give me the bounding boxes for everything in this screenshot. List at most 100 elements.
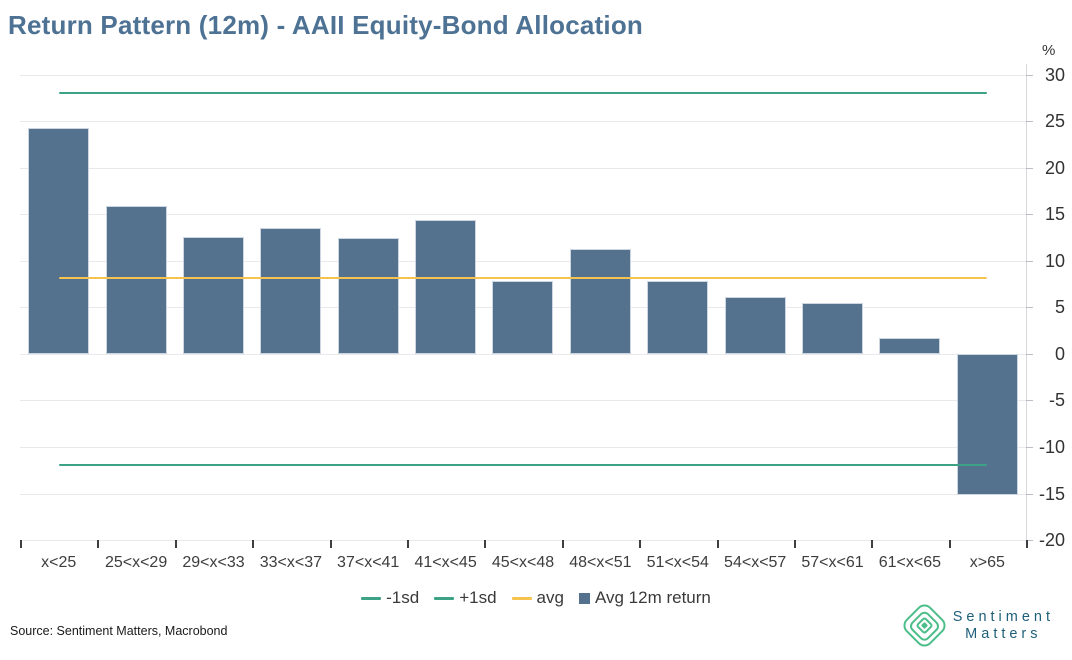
- x-tick-mark: [484, 540, 487, 548]
- bar-29<x<33: [182, 237, 244, 354]
- y-tick-label: 25: [1044, 111, 1065, 132]
- x-axis-label: 51<x<54: [646, 554, 709, 571]
- y-tick-mark: [1026, 353, 1033, 355]
- x-axis-label: 54<x<57: [724, 554, 787, 571]
- x-tick-mark: [948, 540, 951, 548]
- gridline: [20, 400, 1026, 402]
- legend-item: -1sd: [361, 588, 419, 608]
- legend-label: Avg 12m return: [594, 588, 711, 607]
- x-axis-label: 61<x<65: [878, 554, 942, 571]
- legend-item: Avg 12m return: [578, 588, 711, 608]
- x-axis-label: 29<x<33: [182, 554, 245, 571]
- x-tick-mark: [252, 540, 255, 548]
- gridline: [20, 74, 1026, 76]
- y-tick-label: 5: [1054, 297, 1065, 318]
- y-tick-mark: [1026, 260, 1033, 262]
- y-tick-label: 20: [1044, 157, 1065, 178]
- x-tick-mark: [639, 540, 642, 548]
- x-axis-label: x<25: [41, 554, 77, 571]
- bar-x>65: [956, 353, 1018, 496]
- x-tick-mark: [20, 540, 22, 548]
- y-tick-mark: [1026, 307, 1033, 309]
- x-axis-label: 25<x<29: [104, 554, 168, 571]
- plot-area: x<25 25<x<29 29<x<33 33<x<37 37<x<41 41<x<45 4…: [20, 64, 1028, 571]
- gridline: [20, 446, 1026, 448]
- bar-61<x<65: [879, 338, 941, 354]
- x-axis-label: 45<x<48: [491, 554, 555, 571]
- x-tick-mark: [174, 540, 177, 548]
- y-tick-label: -10: [1038, 436, 1065, 457]
- y-axis-line: [1026, 64, 1027, 541]
- source-note: Source: Sentiment Matters, Macrobond: [10, 624, 228, 638]
- legend-line-marker: [361, 596, 382, 600]
- legend-label: +1sd: [459, 588, 497, 607]
- y-tick-mark: [1026, 400, 1033, 402]
- legend-label: -1sd: [386, 588, 420, 607]
- y-tick-mark: [1026, 121, 1033, 123]
- y-tick-mark: [1026, 540, 1033, 541]
- bar-41<x<45: [415, 219, 477, 354]
- refline-+1sd: [58, 92, 988, 95]
- bar-33<x<37: [260, 228, 322, 354]
- gridline: [20, 214, 1026, 216]
- x-tick-mark: [793, 540, 796, 548]
- logo-diamond-icon: [899, 600, 949, 651]
- page-title: Return Pattern (12m) - AAII Equity-Bond …: [8, 10, 643, 40]
- bar-57<x<61: [802, 302, 864, 354]
- legend-line-marker: [434, 596, 455, 600]
- logo-wordmark: Sentiment Matters: [953, 609, 1054, 643]
- legend-label: avg: [536, 588, 564, 607]
- x-axis-label: 41<x<45: [414, 554, 477, 571]
- legend-item: +1sd: [434, 588, 497, 608]
- x-tick-mark: [406, 540, 409, 548]
- x-tick-mark: [1026, 540, 1028, 548]
- x-tick-mark: [716, 540, 719, 548]
- gridline: [20, 260, 1026, 262]
- x-axis-label: 33<x<37: [259, 554, 323, 571]
- legend-line-marker: [511, 596, 532, 600]
- y-tick-label: 15: [1044, 204, 1065, 225]
- y-tick-label: 10: [1044, 250, 1065, 271]
- y-tick-mark: [1026, 74, 1033, 76]
- logo-line1: Sentiment: [952, 608, 1054, 625]
- y-tick-mark: [1026, 167, 1033, 169]
- refline--1sd: [58, 463, 988, 466]
- bar-54<x<57: [724, 297, 786, 354]
- y-axis-unit-label: %: [1042, 42, 1056, 59]
- y-tick-mark: [1026, 214, 1033, 216]
- y-tick-mark: [1026, 446, 1033, 448]
- x-tick-mark: [329, 540, 332, 548]
- x-axis-label: 37<x<41: [337, 554, 400, 571]
- y-axis: 30 25 20 15 10 5 0 -5 -10 -15 -20: [1026, 64, 1072, 550]
- y-tick-label: 30: [1044, 64, 1065, 85]
- y-tick-label: -20: [1038, 530, 1065, 550]
- x-tick-mark: [561, 540, 564, 548]
- legend-item: avg: [511, 588, 564, 608]
- y-tick-label: 0: [1054, 343, 1065, 364]
- bar-45<x<48: [492, 281, 554, 354]
- bar-37<x<41: [337, 238, 399, 354]
- legend-square-marker: [578, 592, 590, 604]
- x-axis-label: 48<x<51: [569, 554, 632, 571]
- chart-legend: -1sd +1sd avg Avg 12m return: [0, 588, 1072, 608]
- gridline: [20, 493, 1026, 495]
- refline-avg: [58, 277, 988, 280]
- bar-48<x<51: [569, 248, 631, 354]
- gridline: [20, 540, 1026, 541]
- y-tick-mark: [1026, 493, 1033, 495]
- x-tick-mark: [97, 540, 100, 548]
- x-tick-mark: [871, 540, 874, 548]
- brand-logo: Sentiment Matters: [899, 600, 1054, 651]
- y-tick-label: -5: [1048, 390, 1065, 411]
- x-axis-label: 57<x<61: [801, 554, 864, 571]
- y-tick-label: -15: [1038, 483, 1065, 504]
- gridline: [20, 353, 1026, 355]
- bar-25<x<29: [105, 205, 167, 354]
- gridline: [20, 121, 1026, 123]
- logo-line2: Matters: [965, 625, 1042, 642]
- bar-x<25: [28, 127, 90, 354]
- gridline: [20, 167, 1026, 169]
- bar-51<x<54: [647, 281, 709, 354]
- x-axis-label: x>65: [969, 554, 1005, 571]
